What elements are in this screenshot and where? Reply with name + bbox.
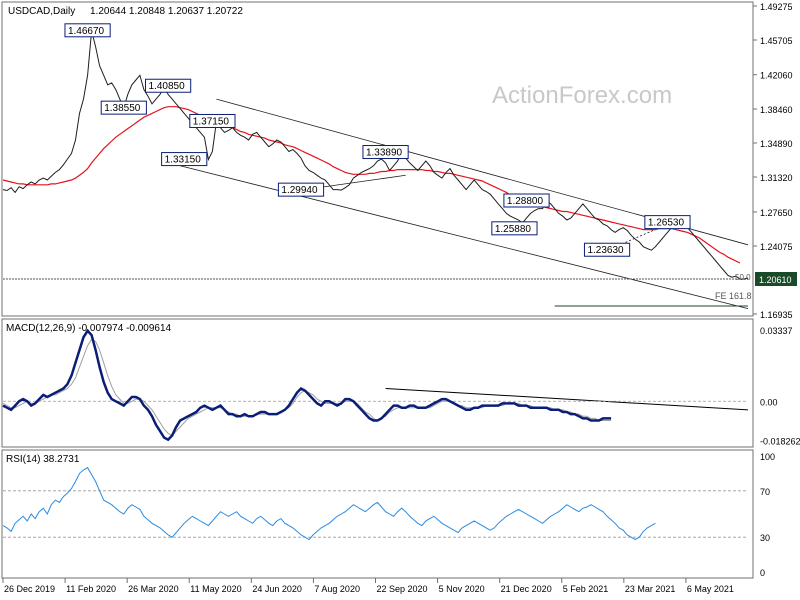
price-series-group — [2, 30, 749, 280]
price-annotation-box — [362, 145, 409, 160]
price-annotation-label: 1.23630 — [587, 245, 624, 256]
current-price-tag — [755, 272, 797, 286]
x-tick-label: 26 Mar 2020 — [128, 584, 179, 594]
x-tick-label: 5 Nov 2020 — [439, 584, 485, 594]
price-y-tick-label: 1.24075 — [760, 242, 793, 252]
macd-panel: MACD(12,26,9) -0.007974 -0.009614 0.0333… — [1, 318, 800, 448]
price-annotation-box — [145, 78, 192, 93]
x-tick-label: 5 Feb 2021 — [563, 584, 609, 594]
level-50-label: 50.0 — [735, 273, 751, 282]
x-tick-label: 21 Dec 2020 — [501, 584, 552, 594]
price-annotation-label: 1.26530 — [648, 218, 685, 229]
price-annotation-label: 1.46670 — [68, 26, 105, 37]
rsi-y-axis: 100 70 30 0 — [760, 452, 775, 578]
ohlc-label: 1.20644 1.20848 1.20637 1.20722 — [90, 6, 243, 17]
rsi-y-tick-label: 0 — [760, 568, 765, 578]
price-line — [2, 30, 749, 280]
price-annotation-box — [100, 100, 147, 115]
price-y-tick-label: 1.34890 — [760, 139, 793, 149]
macd-title: MACD(12,26,9) -0.007974 -0.009614 — [6, 323, 172, 334]
price-y-tick-label: 1.45705 — [760, 36, 793, 46]
macd-panel-frame — [1, 318, 754, 448]
macd-y-axis: 0.03337 0.00 -0.018262 — [760, 326, 800, 446]
rsi-y-tick-label: 100 — [760, 452, 775, 462]
price-annotation-box — [161, 152, 208, 167]
price-y-tick-label: 1.16935 — [760, 310, 793, 320]
price-annotation-label: 1.40850 — [149, 81, 186, 92]
x-tick-label: 11 May 2020 — [190, 584, 241, 594]
price-annotations-group: 1.46670 1.38550 1.40850 1.37150 1.33150 1.299… — [64, 23, 691, 257]
price-annotation-box — [189, 113, 236, 128]
price-annotation-box — [583, 242, 631, 257]
macd-series-group — [2, 328, 748, 442]
price-annotation-label: 1.38550 — [104, 103, 141, 114]
x-tick-label: 23 Mar 2021 — [625, 584, 676, 594]
current-price-tag-label: 1.20610 — [759, 275, 792, 285]
price-annotation-box — [277, 182, 325, 197]
price-y-tick-label: 1.42060 — [760, 71, 793, 81]
price-y-tick-label: 1.27650 — [760, 208, 793, 218]
symbol-label: USDCAD,Daily — [8, 6, 75, 17]
rsi-line — [2, 466, 656, 541]
x-tick-label: 26 Dec 2019 — [4, 584, 55, 594]
price-y-tick-label: 1.49275 — [760, 2, 793, 12]
price-annotation-label: 1.33890 — [366, 148, 403, 159]
price-panel: USDCAD,Daily 1.20644 1.20848 1.20637 1.2… — [1, 1, 797, 320]
rsi-y-tick-label: 30 — [760, 533, 770, 543]
rsi-panel-frame — [1, 449, 754, 579]
price-annotation-box — [503, 193, 550, 208]
macd-trend-line — [385, 387, 749, 411]
price-annotation-label: 1.33150 — [165, 155, 202, 166]
watermark: ActionForex.com — [492, 82, 672, 109]
price-level-lines — [3, 278, 748, 307]
channel-lower-line — [180, 165, 749, 310]
x-tick-label: 24 Jun 2020 — [252, 584, 302, 594]
x-tick-label: 6 May 2021 — [687, 584, 734, 594]
price-annotation-label: 1.25880 — [495, 224, 532, 235]
price-annotation-label: 1.28800 — [507, 196, 544, 207]
price-annotation-box — [491, 221, 538, 236]
price-annotation-label: 1.29940 — [281, 185, 318, 196]
price-y-axis: 1.49275 1.45705 1.42060 1.38460 1.34890 1.313… — [753, 2, 797, 320]
x-tick-label: 22 Sep 2020 — [377, 584, 428, 594]
fe-label: FE 161.8 — [715, 291, 752, 301]
price-annotation-box — [64, 23, 111, 38]
macd-trend-line-segment — [385, 387, 749, 411]
macd-y-tick-label: 0.00 — [760, 397, 778, 407]
macd-line — [2, 328, 612, 442]
rsi-y-tick-label: 70 — [760, 487, 770, 497]
moving-average-line — [2, 106, 741, 264]
macd-y-tick-label: 0.03337 — [760, 326, 793, 336]
rsi-panel: RSI(14) 38.2731 100 70 30 0 — [1, 449, 775, 579]
price-annotation-label: 1.37150 — [193, 116, 230, 127]
price-annotation-box — [644, 215, 691, 230]
price-y-tick-label: 1.38460 — [760, 105, 793, 115]
rsi-series-group — [2, 466, 748, 541]
price-y-tick-label: 1.31320 — [760, 173, 793, 183]
x-tick-label: 11 Feb 2020 — [66, 584, 116, 594]
macd-y-tick-label: -0.018262 — [760, 436, 800, 446]
x-axis: 26 Dec 2019 11 Feb 2020 26 Mar 2020 11 May … — [2, 578, 734, 594]
rsi-title: RSI(14) 38.2731 — [6, 454, 80, 465]
x-tick-label: 7 Aug 2020 — [314, 584, 360, 594]
